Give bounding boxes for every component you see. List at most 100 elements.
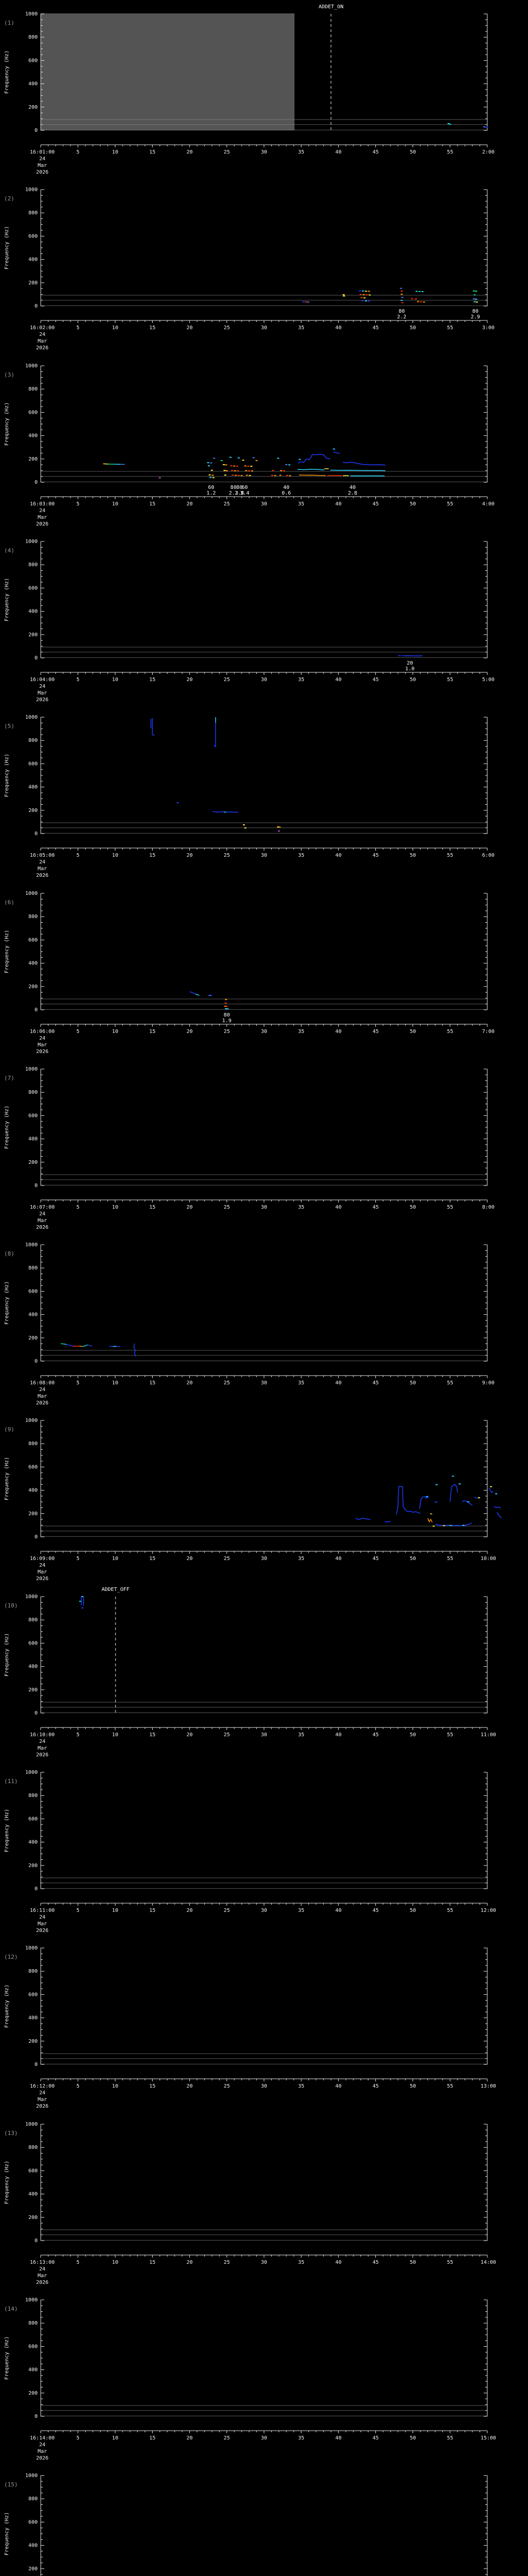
detection-trace xyxy=(450,1484,458,1502)
detection-dot xyxy=(452,1476,454,1477)
x-tick-label: 40 xyxy=(335,1556,341,1562)
y-tick-label: 600 xyxy=(28,761,38,767)
y-axis-title: Frequency (Hz) xyxy=(4,1633,10,1676)
x-tick-label: 55 xyxy=(447,1205,453,1210)
y-tick-label: 0 xyxy=(35,1710,38,1716)
x-tick-label: 50 xyxy=(410,1029,416,1035)
x-tick-label: 55 xyxy=(447,501,453,507)
y-tick-label: 600 xyxy=(28,1640,38,1646)
x-tick-label: 40 xyxy=(335,1029,341,1035)
detection-dot xyxy=(343,295,345,297)
x-tick-label: 45 xyxy=(372,1029,378,1035)
x-tick-label: 15 xyxy=(149,1380,155,1386)
detection-dot xyxy=(224,1005,226,1007)
y-axis-title: Frequency (Hz) xyxy=(4,1106,10,1149)
x-tick-label: 20 xyxy=(187,1908,193,1913)
x-tick-label: 20 xyxy=(187,1732,193,1738)
x-tick-label: 30 xyxy=(261,2260,267,2265)
y-tick-label: 0 xyxy=(35,831,38,837)
detection-dot xyxy=(423,301,425,303)
detection-dot xyxy=(229,456,232,458)
x-tick-label: 40 xyxy=(335,1205,341,1210)
x-date-label: 2026 xyxy=(36,345,48,351)
x-tick-label: 25 xyxy=(224,853,230,858)
x-tick-label: 15 xyxy=(149,501,155,507)
detection-dot xyxy=(249,474,251,476)
x-tick-label: 55 xyxy=(447,1380,453,1386)
detection-dot xyxy=(363,297,366,299)
x-tick-label: 40 xyxy=(335,1732,341,1738)
detection-dot xyxy=(208,994,211,996)
detection-dot xyxy=(475,298,477,300)
detection-dot xyxy=(473,301,476,302)
y-tick-label: 600 xyxy=(28,2168,38,2174)
x-tick-label: 40 xyxy=(335,1908,341,1913)
x-tick-label: 30 xyxy=(261,853,267,858)
y-tick-label: 1000 xyxy=(25,1945,38,1951)
detection-dot xyxy=(277,457,279,459)
detection-dot xyxy=(81,1596,84,1597)
x-tick-label: 10 xyxy=(112,1205,118,1210)
y-tick-label: 200 xyxy=(28,808,38,814)
x-tick-label: 15 xyxy=(149,1029,155,1035)
x-tick-label: 5 xyxy=(76,853,79,858)
detection-dot xyxy=(176,802,179,804)
y-axis-title: Frequency (Hz) xyxy=(4,578,10,621)
detection-dot xyxy=(235,474,237,476)
x-tick-label: 10 xyxy=(112,2435,118,2441)
detection-dot xyxy=(400,287,402,289)
y-tick-label: 400 xyxy=(28,433,38,439)
x-tick-label: 55 xyxy=(447,2435,453,2441)
event-marker-label: ADDET_ON xyxy=(319,4,343,10)
y-tick-label: 200 xyxy=(28,1335,38,1341)
x-tick-label: 20 xyxy=(187,1556,193,1562)
detection-trace xyxy=(461,1500,473,1506)
y-tick-label: 600 xyxy=(28,1464,38,1470)
detection-dot xyxy=(342,294,345,296)
x-tick-label: 50 xyxy=(410,1380,416,1386)
y-tick-label: 1000 xyxy=(25,891,38,896)
spectrogram-panel: 0 200 400 600 800 1000 5 10 15 20 25 30 35 40 45 50 55 16… xyxy=(4,1066,494,1230)
detection-dot xyxy=(361,290,364,292)
detection-dot xyxy=(288,464,291,466)
x-date-label: 24 xyxy=(39,2090,45,2096)
detection-dot xyxy=(421,291,424,292)
detection-dot xyxy=(209,477,212,478)
panel-index-label: (7) xyxy=(4,1075,14,1081)
y-tick-label: 400 xyxy=(28,1312,38,1318)
x-tick-label: 40 xyxy=(335,853,341,858)
x-date-label: Mar xyxy=(38,1218,47,1224)
x-date-label: 24 xyxy=(39,1387,45,1393)
detection-dot xyxy=(208,474,211,476)
detection-dot xyxy=(473,298,475,300)
spectrogram-panel: 0 200 400 600 800 1000 5 10 15 20 25 30 35 40 45 50 55 16… xyxy=(4,539,494,703)
y-tick-label: 400 xyxy=(28,2367,38,2373)
x-tick-label: 5 xyxy=(76,325,79,331)
y-tick-label: 0 xyxy=(35,1886,38,1892)
x-end-time-label: 13:00 xyxy=(481,2083,496,2089)
y-tick-label: 200 xyxy=(28,280,38,286)
x-date-label: 24 xyxy=(39,684,45,689)
detection-dot xyxy=(277,831,280,832)
detection-trace xyxy=(427,1518,433,1523)
detection-dot xyxy=(475,301,478,303)
x-tick-label: 25 xyxy=(224,1732,230,1738)
x-end-time-label: 9:00 xyxy=(482,1380,494,1386)
detection-dot xyxy=(280,470,283,471)
detection-trace xyxy=(195,993,200,996)
detection-dot xyxy=(245,470,248,471)
x-tick-label: 10 xyxy=(112,501,118,507)
detection-dot xyxy=(225,470,228,471)
x-date-label: 24 xyxy=(39,1563,45,1568)
x-tick-label: 50 xyxy=(410,149,416,155)
panel-index-label: (13) xyxy=(4,2130,18,2137)
detection-dot xyxy=(368,294,371,296)
y-axis-title: Frequency (Hz) xyxy=(4,1809,10,1852)
spectrogram-panel: 0 200 400 600 800 1000 5 10 15 20 25 30 35 40 45 50 55 16… xyxy=(4,1945,496,2109)
x-tick-label: 35 xyxy=(298,1380,304,1386)
detection-dot xyxy=(443,1525,446,1527)
x-tick-label: 35 xyxy=(298,1029,304,1035)
x-tick-label: 15 xyxy=(149,853,155,858)
x-tick-label: 20 xyxy=(187,2260,193,2265)
